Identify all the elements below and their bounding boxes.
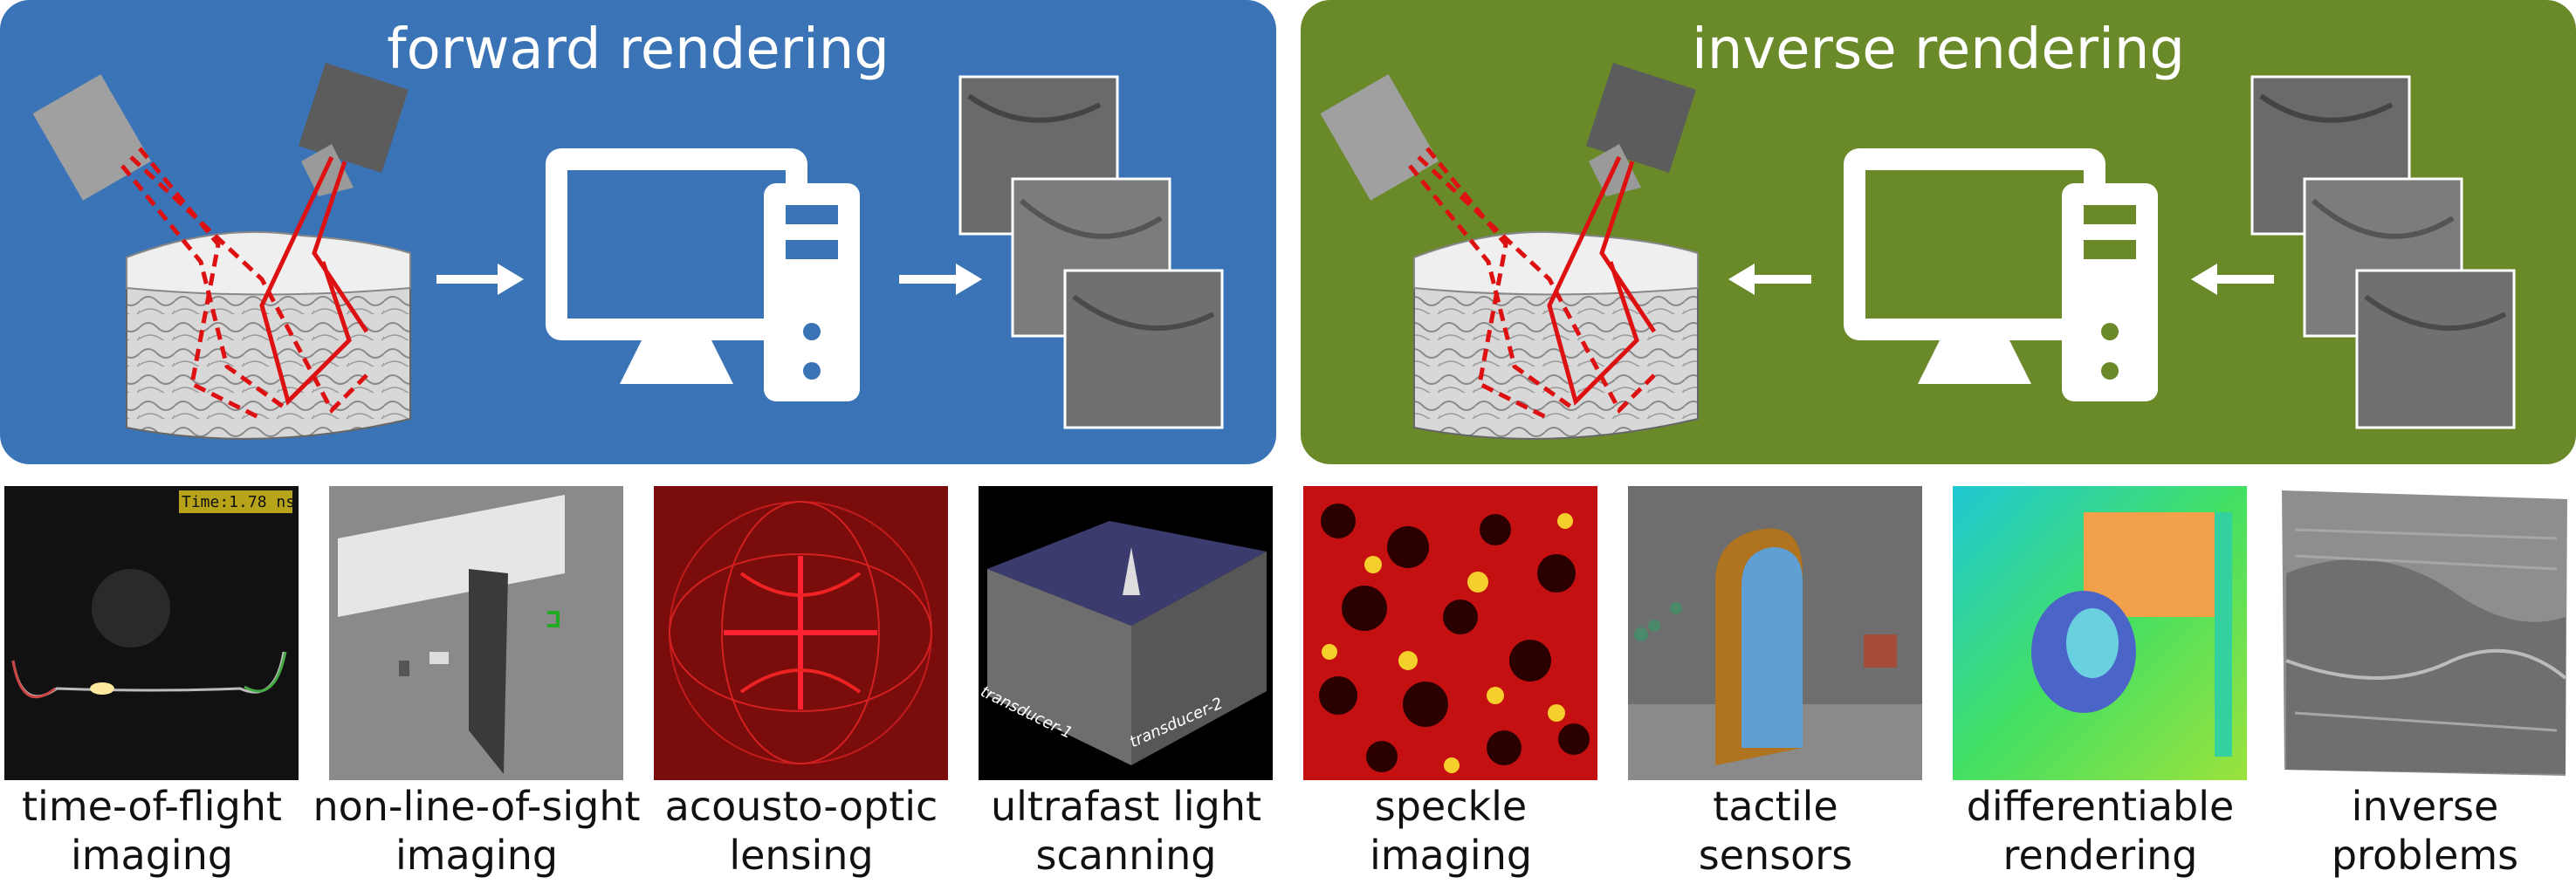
caption-line2: rendering bbox=[2002, 832, 2198, 879]
light-source-icon bbox=[1320, 74, 1439, 201]
caption-ultrafast-light: ultrafast light scanning bbox=[960, 782, 1292, 880]
caption-line1: non-line-of-sight bbox=[313, 783, 641, 830]
camera-icon bbox=[298, 62, 409, 196]
arrow-icon bbox=[1728, 264, 1811, 295]
caption-line1: tactile bbox=[1713, 783, 1838, 830]
caption-line2: imaging bbox=[1369, 832, 1533, 879]
tile-non-line-of-sight bbox=[329, 486, 623, 780]
caption-line1: differentiable bbox=[1966, 783, 2235, 830]
image-stack-icon bbox=[2250, 75, 2516, 429]
camera-icon bbox=[1585, 62, 1697, 196]
arrow-icon bbox=[2191, 264, 2274, 295]
caption-line2: scanning bbox=[1035, 832, 1217, 879]
tile-differentiable bbox=[1953, 486, 2247, 780]
light-paths bbox=[1408, 147, 1657, 421]
caption-line2: sensors bbox=[1698, 832, 1853, 879]
caption-line1: ultrafast light bbox=[990, 783, 1262, 830]
forward-rendering-illustration bbox=[32, 62, 1224, 440]
computer-icon bbox=[1844, 148, 2158, 401]
tile-ultrafast-light: transducer-1 transducer-2 bbox=[979, 486, 1273, 780]
caption-time-of-flight: time-of-flight imaging bbox=[0, 782, 318, 880]
time-label: Time:1.78 ns bbox=[182, 493, 296, 511]
caption-line2: lensing bbox=[729, 832, 874, 879]
caption-acousto-optic: acousto-optic lensing bbox=[635, 782, 967, 880]
tile-acousto-optic bbox=[654, 486, 948, 780]
caption-line2: imaging bbox=[395, 832, 559, 879]
arrow-icon bbox=[436, 264, 524, 295]
image-stack-icon bbox=[958, 75, 1224, 429]
inverse-rendering-illustration bbox=[1320, 62, 2516, 440]
caption-non-line-of-sight: non-line-of-sight imaging bbox=[311, 782, 642, 880]
caption-differentiable: differentiable rendering bbox=[1934, 782, 2266, 880]
inverse-rendering-panel: inverse rendering bbox=[1301, 0, 2576, 464]
caption-line1: acousto-optic bbox=[664, 783, 938, 830]
light-paths bbox=[120, 147, 369, 421]
light-source-icon bbox=[32, 74, 151, 201]
caption-line1: time-of-flight bbox=[22, 783, 282, 830]
tile-time-of-flight: Time:1.78 ns bbox=[4, 486, 299, 780]
caption-line1: inverse bbox=[2351, 783, 2499, 830]
caption-line1: speckle bbox=[1374, 783, 1528, 830]
tile-inverse-problems bbox=[2277, 486, 2572, 780]
caption-speckle: speckle imaging bbox=[1285, 782, 1617, 880]
tile-tactile bbox=[1628, 486, 1922, 780]
caption-line2: problems bbox=[2331, 832, 2519, 879]
tile-speckle bbox=[1303, 486, 1597, 780]
inverse-rendering-title: inverse rendering bbox=[1691, 17, 2186, 82]
caption-line2: imaging bbox=[70, 832, 234, 879]
caption-inverse-problems: inverse problems bbox=[2259, 782, 2576, 880]
arrow-icon bbox=[899, 264, 982, 295]
forward-rendering-title: forward rendering bbox=[387, 17, 890, 82]
caption-tactile: tactile sensors bbox=[1610, 782, 1941, 880]
forward-rendering-panel: forward rendering bbox=[0, 0, 1276, 464]
computer-icon bbox=[546, 148, 860, 401]
